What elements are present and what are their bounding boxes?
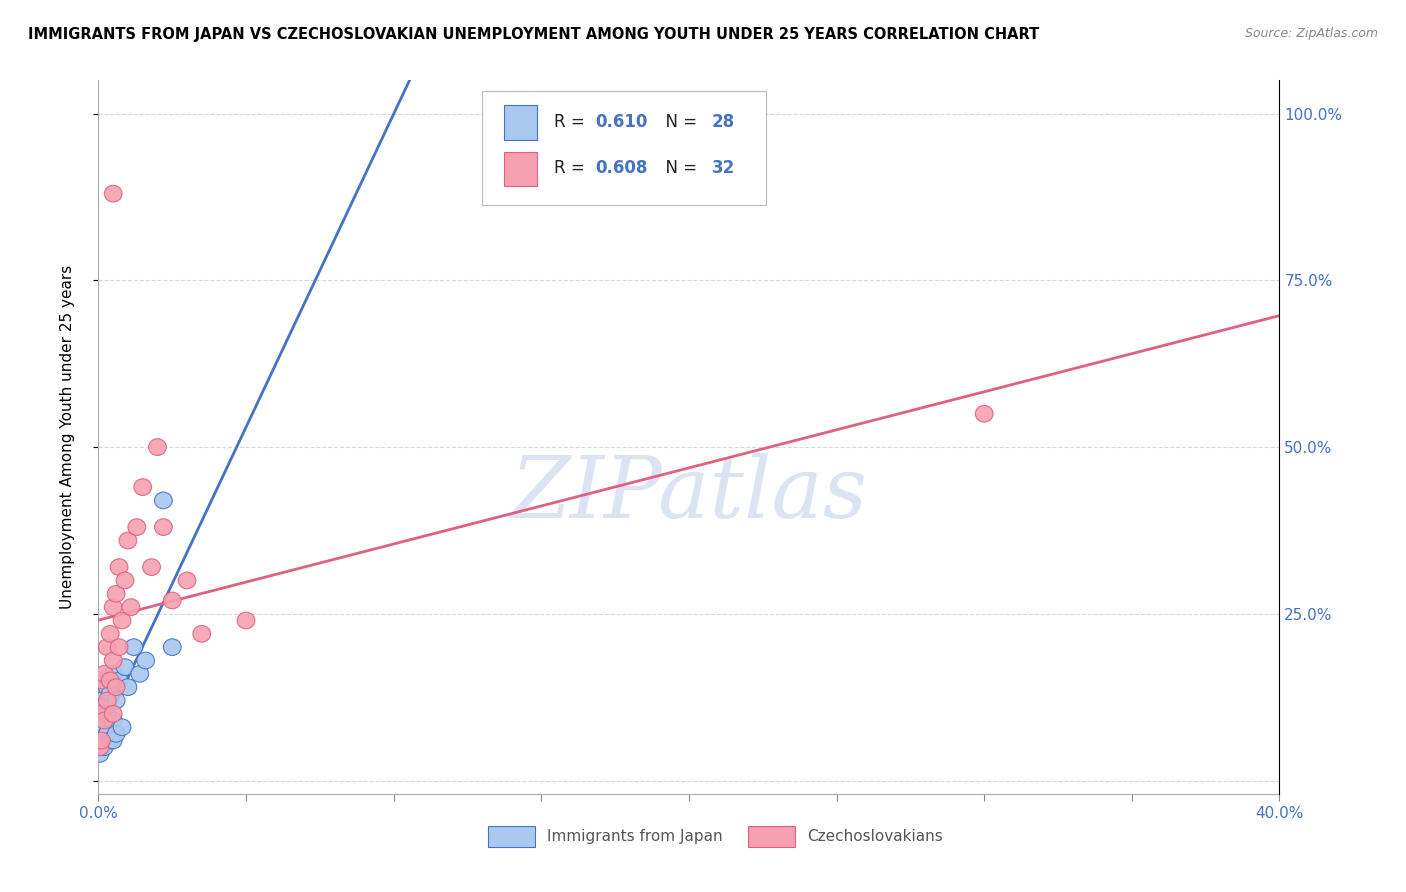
- Text: 0.610: 0.610: [596, 112, 648, 130]
- Bar: [488, 826, 536, 847]
- Ellipse shape: [104, 652, 122, 669]
- Ellipse shape: [163, 639, 181, 656]
- Ellipse shape: [98, 639, 117, 656]
- Ellipse shape: [104, 712, 122, 729]
- Ellipse shape: [107, 692, 125, 709]
- Text: 28: 28: [711, 112, 734, 130]
- Ellipse shape: [112, 612, 131, 629]
- Ellipse shape: [101, 625, 120, 642]
- Ellipse shape: [101, 732, 120, 749]
- Ellipse shape: [98, 679, 117, 696]
- Ellipse shape: [122, 599, 139, 615]
- Ellipse shape: [96, 712, 114, 729]
- Ellipse shape: [96, 665, 114, 682]
- Ellipse shape: [93, 732, 110, 749]
- Ellipse shape: [104, 706, 122, 723]
- Bar: [503, 152, 537, 186]
- Ellipse shape: [104, 186, 122, 202]
- Ellipse shape: [110, 639, 128, 656]
- Ellipse shape: [155, 492, 173, 508]
- Text: 32: 32: [711, 159, 734, 177]
- Ellipse shape: [107, 679, 125, 696]
- Ellipse shape: [112, 719, 131, 736]
- FancyBboxPatch shape: [482, 91, 766, 205]
- Text: IMMIGRANTS FROM JAPAN VS CZECHOSLOVAKIAN UNEMPLOYMENT AMONG YOUTH UNDER 25 YEARS: IMMIGRANTS FROM JAPAN VS CZECHOSLOVAKIAN…: [28, 27, 1039, 42]
- Ellipse shape: [93, 673, 110, 689]
- Ellipse shape: [163, 592, 181, 609]
- Ellipse shape: [98, 692, 117, 709]
- Ellipse shape: [96, 719, 114, 736]
- Ellipse shape: [134, 479, 152, 495]
- Text: Czechoslovakians: Czechoslovakians: [807, 830, 943, 844]
- Ellipse shape: [120, 679, 136, 696]
- Text: ZIPatlas: ZIPatlas: [510, 453, 868, 535]
- Ellipse shape: [94, 732, 111, 749]
- Text: Source: ZipAtlas.com: Source: ZipAtlas.com: [1244, 27, 1378, 40]
- Text: Immigrants from Japan: Immigrants from Japan: [547, 830, 723, 844]
- Ellipse shape: [117, 572, 134, 589]
- Ellipse shape: [976, 405, 993, 422]
- Ellipse shape: [107, 585, 125, 602]
- Ellipse shape: [93, 706, 110, 723]
- Ellipse shape: [238, 612, 254, 629]
- Ellipse shape: [96, 739, 114, 756]
- Ellipse shape: [93, 712, 110, 729]
- Ellipse shape: [93, 692, 110, 709]
- Ellipse shape: [96, 698, 114, 715]
- Ellipse shape: [110, 673, 128, 689]
- Ellipse shape: [104, 599, 122, 615]
- Ellipse shape: [155, 519, 173, 535]
- Ellipse shape: [179, 572, 195, 589]
- Ellipse shape: [128, 519, 146, 535]
- Ellipse shape: [98, 706, 117, 723]
- Text: R =: R =: [554, 159, 591, 177]
- Ellipse shape: [149, 439, 166, 456]
- Text: N =: N =: [655, 112, 702, 130]
- Ellipse shape: [104, 665, 122, 682]
- Ellipse shape: [193, 625, 211, 642]
- Bar: [748, 826, 796, 847]
- Ellipse shape: [125, 639, 143, 656]
- Ellipse shape: [93, 725, 110, 742]
- Ellipse shape: [107, 725, 125, 742]
- Ellipse shape: [110, 558, 128, 575]
- Ellipse shape: [117, 659, 134, 675]
- Ellipse shape: [91, 746, 108, 762]
- Ellipse shape: [101, 673, 120, 689]
- Ellipse shape: [136, 652, 155, 669]
- Ellipse shape: [120, 533, 136, 549]
- Text: N =: N =: [655, 159, 702, 177]
- Ellipse shape: [91, 739, 108, 756]
- Ellipse shape: [104, 732, 122, 749]
- Ellipse shape: [93, 739, 110, 756]
- Ellipse shape: [131, 665, 149, 682]
- Ellipse shape: [101, 686, 120, 702]
- Ellipse shape: [143, 558, 160, 575]
- Ellipse shape: [98, 725, 117, 742]
- Text: 0.608: 0.608: [596, 159, 648, 177]
- Text: R =: R =: [554, 112, 591, 130]
- Bar: [503, 105, 537, 139]
- Y-axis label: Unemployment Among Youth under 25 years: Unemployment Among Youth under 25 years: [60, 265, 75, 609]
